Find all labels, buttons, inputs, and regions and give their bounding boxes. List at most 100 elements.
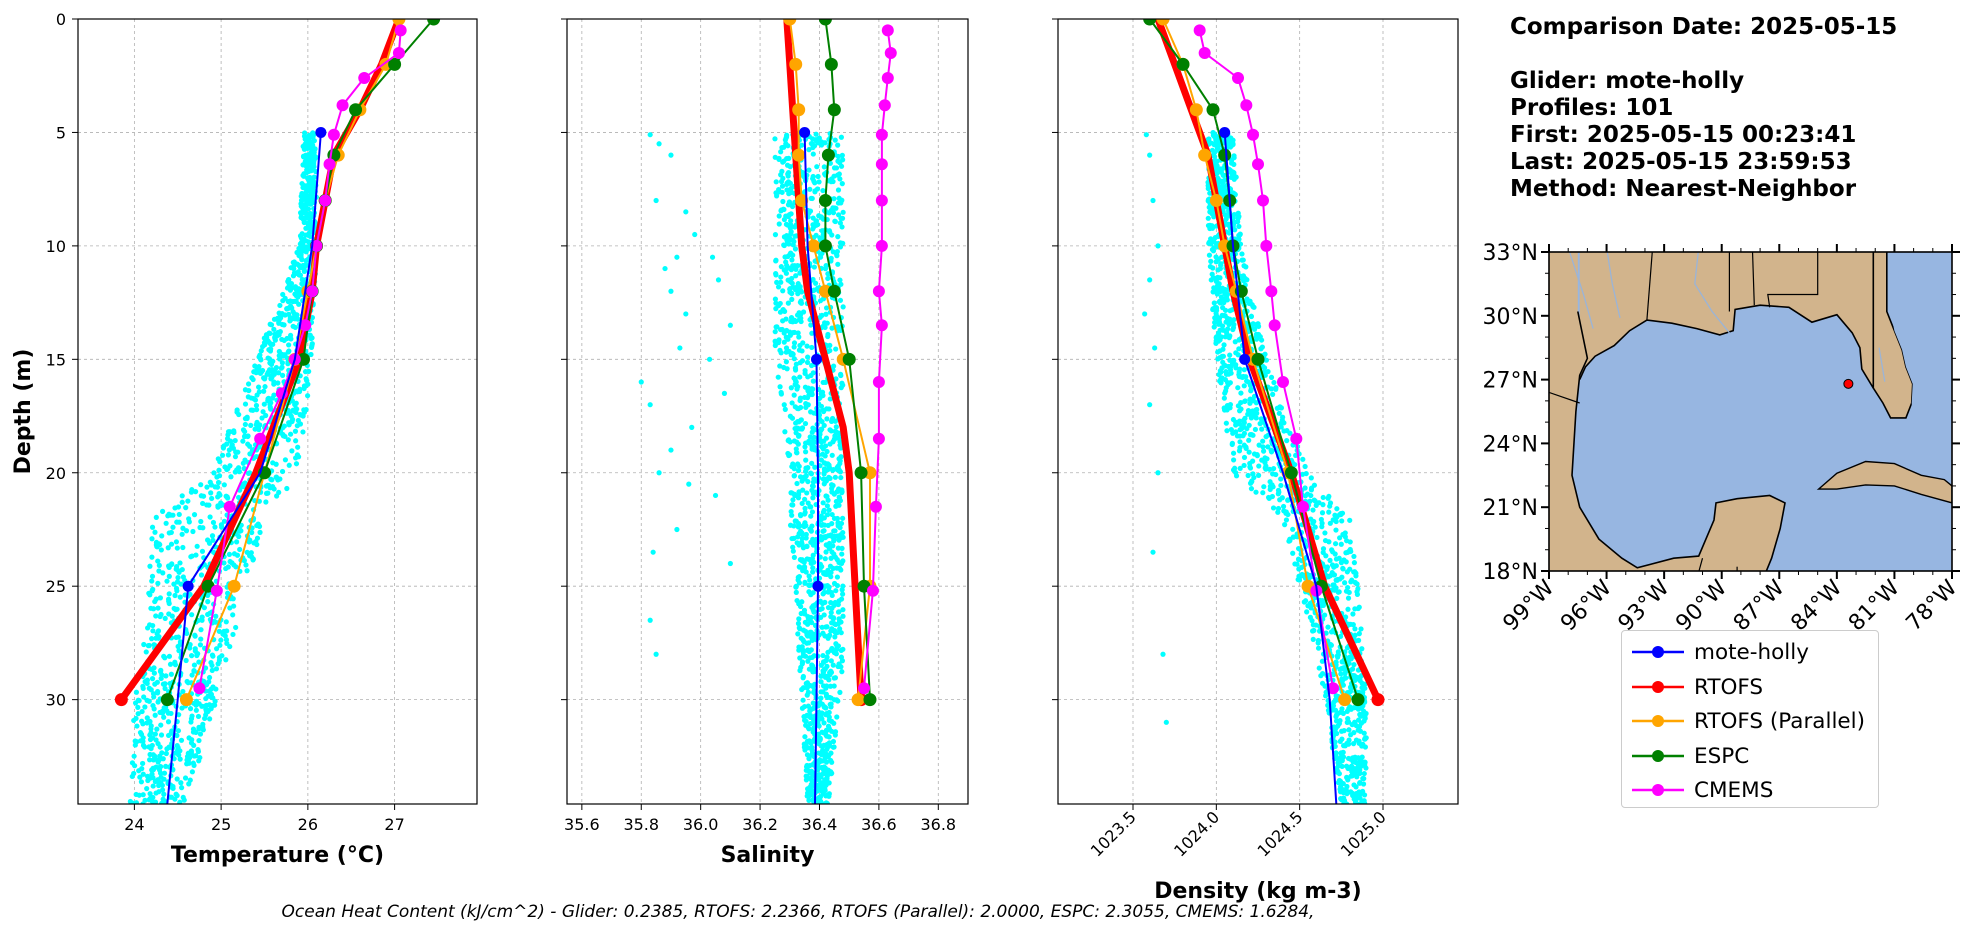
series-point-cmems [1297, 500, 1309, 513]
scatter-point [837, 220, 843, 226]
scatter-point [1319, 658, 1325, 664]
scatter-point [207, 610, 213, 616]
scatter-point [186, 760, 192, 766]
scatter-point [827, 683, 834, 689]
scatter-point [170, 512, 176, 518]
scatter-point [290, 323, 296, 329]
scatter-point [825, 604, 832, 611]
scatter-point [1353, 760, 1359, 766]
scatter-point [780, 307, 786, 313]
scatter-point [265, 355, 271, 361]
scatter-point [223, 619, 229, 625]
scatter-point [783, 359, 789, 365]
scatter-point [294, 389, 301, 395]
series-point-cmems [1327, 682, 1339, 695]
scatter-point [1210, 289, 1216, 295]
scatter-point [176, 752, 182, 758]
scatter-point [818, 695, 824, 701]
scatter-point [797, 397, 803, 404]
scatter-point [1231, 357, 1237, 363]
scatter-point [827, 427, 833, 433]
scatter-point [234, 539, 240, 545]
scatter-point [1260, 448, 1267, 454]
scatter-point [150, 794, 156, 801]
scatter-point [795, 441, 801, 447]
scatter-point [1345, 606, 1351, 612]
scatter-point [184, 630, 190, 637]
scatter-point [799, 426, 805, 432]
scatter-point [1310, 636, 1316, 642]
scatter-point [276, 489, 282, 496]
scatter-point [781, 216, 787, 223]
scatter-point [809, 460, 815, 466]
scatter-point [305, 145, 311, 152]
scatter-point [275, 380, 281, 386]
scatter-point [132, 742, 138, 748]
scatter-point [839, 380, 845, 386]
glider-name: Glider: mote-holly [1510, 68, 1745, 94]
scatter-point [810, 226, 816, 232]
glider-location-marker [1843, 378, 1854, 389]
scatter-point [1338, 671, 1344, 677]
scatter-point [147, 736, 154, 743]
scatter-point [1359, 685, 1365, 691]
scatter-point [215, 479, 222, 486]
scatter-point [799, 646, 805, 653]
scatter-point [826, 753, 832, 759]
scatter-point [1223, 319, 1229, 325]
scatter-point [254, 522, 260, 529]
scatter-point [231, 429, 237, 436]
scatter-point [811, 603, 817, 609]
scatter-point [254, 407, 260, 413]
scatter-point [1346, 655, 1352, 661]
scatter-point [1320, 502, 1326, 508]
series-line-glider [1223, 131, 1338, 804]
scatter-point [822, 781, 828, 787]
scatter-point [1333, 563, 1339, 569]
scatter-point [150, 757, 157, 763]
scatter-point [166, 591, 172, 597]
scatter-point [834, 643, 840, 649]
scatter-point [787, 522, 794, 528]
scatter-point [221, 482, 227, 488]
scatter-point [830, 210, 837, 216]
scatter-point [791, 344, 797, 350]
x-axis-label: Density (kg m-3) [1154, 879, 1362, 904]
scatter-point [268, 346, 274, 352]
legend-label-cmems: CMEMS [1694, 778, 1774, 803]
scatter-point [249, 554, 255, 560]
scatter-point [208, 659, 214, 666]
scatter-point [795, 620, 802, 627]
scatter-point [1275, 505, 1282, 512]
series-group [114, 19, 441, 804]
scatter-point [272, 331, 278, 337]
scatter-point [180, 688, 186, 695]
scatter-point [240, 438, 246, 444]
scatter-point [810, 151, 816, 157]
series-point-cmems [1198, 47, 1211, 60]
scatter-point [1237, 433, 1243, 439]
scatter-point [1224, 379, 1231, 386]
scatter-point [253, 422, 259, 428]
scatter-point [217, 503, 224, 509]
series-point-cmems [223, 500, 236, 513]
scatter-point [231, 603, 237, 609]
scatter-point [802, 367, 808, 374]
scatter-point [160, 570, 166, 576]
scatter-point [1214, 291, 1220, 297]
scatter-point [797, 374, 803, 380]
scatter-point [1213, 305, 1220, 311]
scatter-point [232, 437, 238, 444]
scatter-point [193, 698, 200, 704]
scatter-point [191, 753, 197, 759]
scatter-point [814, 164, 820, 170]
scatter-point [233, 624, 239, 631]
scatter-point [1332, 541, 1339, 547]
scatter-point [820, 476, 826, 482]
scatter-point [1320, 546, 1327, 552]
series-point-cmems [210, 584, 223, 597]
scatter-point [1217, 265, 1224, 272]
scatter-point [299, 180, 305, 187]
scatter-point [1255, 472, 1262, 478]
scatter-point [1362, 744, 1368, 750]
